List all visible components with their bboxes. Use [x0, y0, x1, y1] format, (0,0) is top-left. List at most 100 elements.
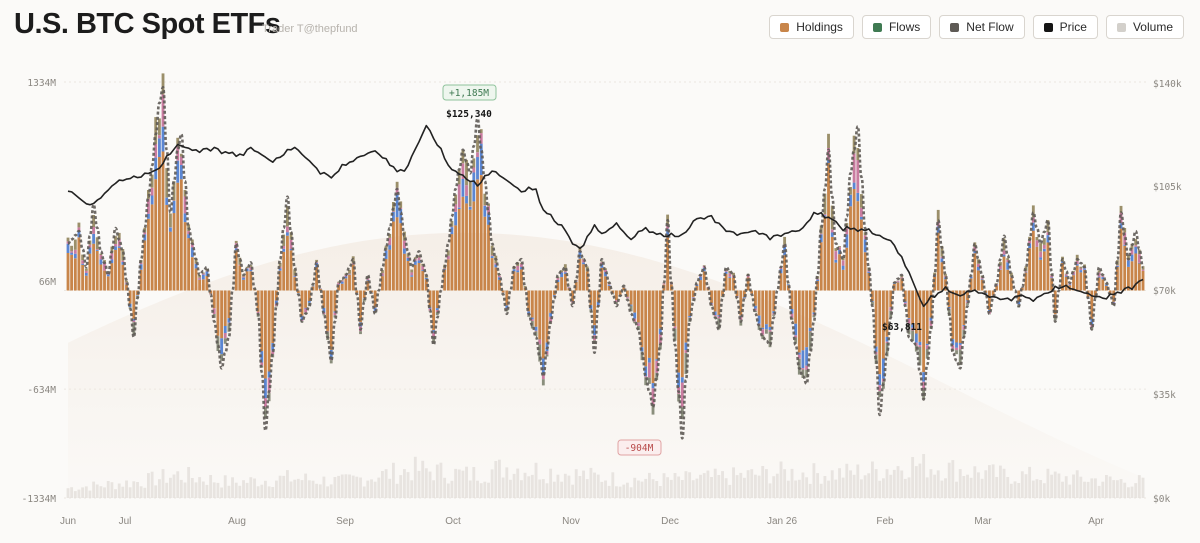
flow-bar-segment	[1116, 260, 1119, 266]
flow-bar-segment	[454, 194, 458, 205]
flow-bar-segment	[487, 203, 490, 207]
flow-bar-segment	[874, 346, 878, 352]
volume-bar	[560, 481, 564, 498]
flow-bar-segment	[520, 269, 523, 291]
flow-bar-segment	[465, 159, 468, 186]
volume-bar	[585, 479, 589, 498]
flow-bar-segment	[84, 273, 88, 276]
flow-bar-segment	[479, 129, 483, 134]
flow-bar-segment	[413, 258, 417, 261]
volume-bar	[366, 480, 370, 498]
flow-bar-segment	[629, 305, 633, 312]
flow-bar-segment	[373, 290, 377, 308]
flow-bar-segment	[713, 311, 717, 316]
flow-bar-segment	[179, 156, 183, 165]
volume-bar	[333, 477, 337, 498]
volume-bar	[296, 478, 300, 498]
flow-bar-segment	[472, 172, 476, 202]
volume-bar	[443, 477, 447, 498]
volume-bar	[823, 476, 827, 498]
volume-bar	[136, 482, 139, 498]
flow-bar-segment	[1123, 232, 1127, 245]
volume-bar	[589, 467, 593, 498]
flow-bar-segment	[413, 260, 417, 265]
volume-bar	[315, 483, 319, 498]
flow-bar-segment	[816, 279, 820, 281]
flow-bar-segment	[995, 285, 999, 291]
volume-bar	[852, 474, 856, 498]
volume-bar	[673, 473, 677, 498]
flow-bar-segment	[428, 290, 432, 308]
flow-bar-segment	[618, 296, 622, 297]
flow-bar-segment	[176, 146, 180, 161]
flow-bar-segment	[1042, 251, 1046, 291]
flow-bar-segment	[520, 267, 523, 270]
flow-bar-segment	[1108, 290, 1112, 294]
flow-bar-segment	[432, 290, 436, 331]
flow-bar-segment	[958, 344, 962, 350]
flow-bar-segment	[1086, 297, 1090, 299]
flow-bar-segment	[114, 250, 117, 291]
legend-volume-toggle[interactable]: Volume	[1105, 15, 1184, 39]
flow-bar-segment	[1006, 269, 1010, 291]
x-label-apr: Apr	[1088, 516, 1104, 527]
flow-bar-segment	[92, 243, 96, 291]
volume-bar	[399, 475, 403, 498]
volume-bar	[889, 474, 893, 498]
legend-flows-toggle[interactable]: Flows	[861, 15, 932, 39]
flow-bar-segment	[658, 334, 662, 344]
volume-bar	[991, 464, 995, 498]
flow-bar-segment	[1137, 262, 1141, 264]
volume-bar	[103, 487, 106, 498]
flow-bar-segment	[340, 280, 344, 281]
flow-bar-segment	[644, 290, 648, 367]
flow-bar-segment	[955, 342, 958, 348]
volume-bar	[596, 474, 600, 498]
right-tick-35k: $35k	[1153, 390, 1176, 401]
volume-bar	[611, 472, 615, 498]
flow-bar-segment	[1020, 286, 1024, 288]
flow-bar-segment	[256, 290, 260, 312]
flow-bar-segment	[242, 277, 245, 280]
volume-bar	[359, 477, 362, 498]
legend-holdings-toggle[interactable]: Holdings	[769, 15, 854, 39]
flow-bar-segment	[183, 190, 187, 197]
flow-bar-segment	[1002, 238, 1006, 251]
volume-bar	[882, 478, 885, 498]
flow-bar-segment	[1134, 245, 1138, 247]
flow-bar-segment	[556, 276, 560, 279]
flow-bar-segment	[794, 290, 798, 324]
flow-bar-segment	[359, 331, 362, 335]
flow-bar-segment	[278, 268, 282, 271]
flow-bar-segment	[1046, 220, 1050, 233]
flow-bar-segment	[947, 308, 951, 316]
flow-bar-segment	[223, 338, 227, 344]
flow-bar-segment	[432, 336, 436, 344]
flow-bar-segment	[695, 283, 699, 285]
volume-bar	[841, 477, 845, 498]
flow-bar-segment	[293, 277, 297, 291]
flow-bar-segment	[307, 290, 311, 301]
flow-bar-segment	[951, 345, 955, 349]
x-label-sep: Sep	[336, 516, 354, 527]
volume-bar	[900, 470, 904, 498]
volume-bar	[527, 476, 531, 498]
flow-bar-segment	[1072, 271, 1075, 275]
volume-bar	[1083, 481, 1086, 498]
legend-price-toggle[interactable]: Price	[1032, 15, 1098, 39]
flow-bar-segment	[549, 290, 553, 313]
volume-bar	[92, 481, 96, 498]
volume-bar	[545, 483, 549, 498]
flow-bar-segment	[179, 165, 183, 180]
flow-bar-segment	[852, 182, 856, 189]
flow-bar-segment	[556, 278, 560, 280]
flow-bar-segment	[1119, 228, 1123, 291]
flow-bar-segment	[95, 237, 99, 250]
volume-bar	[1046, 468, 1050, 498]
flow-bar-segment	[746, 273, 750, 276]
legend-net-flow-toggle[interactable]: Net Flow	[939, 15, 1025, 39]
volume-bar	[472, 467, 476, 498]
flow-bar-segment	[1079, 272, 1083, 291]
flow-bar-segment	[874, 290, 878, 347]
flow-bar-segment	[907, 318, 911, 319]
